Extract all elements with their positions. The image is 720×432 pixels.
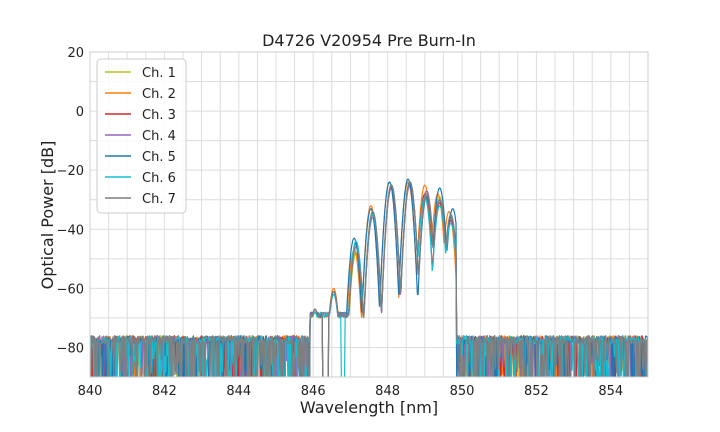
x-tick-label: 854 bbox=[598, 384, 623, 399]
y-tick-label: −40 bbox=[57, 223, 84, 238]
legend-box bbox=[96, 58, 187, 214]
legend: Ch. 1 Ch. 2 Ch. 3 Ch. 4 Ch. 5 Ch. 6 Ch. 7 bbox=[96, 58, 187, 214]
x-tick-label: 848 bbox=[375, 384, 400, 399]
x-tick-label: 846 bbox=[301, 384, 326, 399]
series-line bbox=[90, 181, 648, 377]
legend-entry: Ch. 4 bbox=[142, 129, 176, 144]
x-tick-label: 850 bbox=[450, 384, 475, 399]
legend-entry: Ch. 6 bbox=[142, 171, 176, 186]
chart-title: D4726 V20954 Pre Burn-In bbox=[262, 31, 476, 50]
x-axis-label: Wavelength [nm] bbox=[300, 398, 438, 417]
legend-entry: Ch. 2 bbox=[142, 87, 176, 102]
y-tick-label: −80 bbox=[57, 341, 84, 356]
x-tick-label: 852 bbox=[524, 384, 549, 399]
axes bbox=[89, 51, 649, 378]
legend-entry: Ch. 5 bbox=[142, 150, 176, 165]
y-tick-label: 0 bbox=[76, 105, 84, 120]
plot-frame bbox=[89, 51, 649, 378]
x-tick-label: 840 bbox=[78, 384, 103, 399]
traces bbox=[90, 178, 648, 377]
x-tick-label: 842 bbox=[152, 384, 177, 399]
tick-labels: 840 842 844 846 848 850 852 854 20 0 −20 −40 −60 −80 bbox=[57, 46, 624, 399]
y-tick-label: −60 bbox=[57, 282, 84, 297]
x-tick-label: 844 bbox=[226, 384, 251, 399]
y-tick-label: 20 bbox=[67, 46, 84, 61]
y-axis-label: Optical Power [dB] bbox=[38, 141, 57, 290]
legend-entry: Ch. 3 bbox=[142, 108, 176, 123]
y-tick-label: −20 bbox=[57, 164, 84, 179]
legend-entry: Ch. 1 bbox=[142, 66, 176, 81]
legend-entry: Ch. 7 bbox=[142, 192, 176, 207]
